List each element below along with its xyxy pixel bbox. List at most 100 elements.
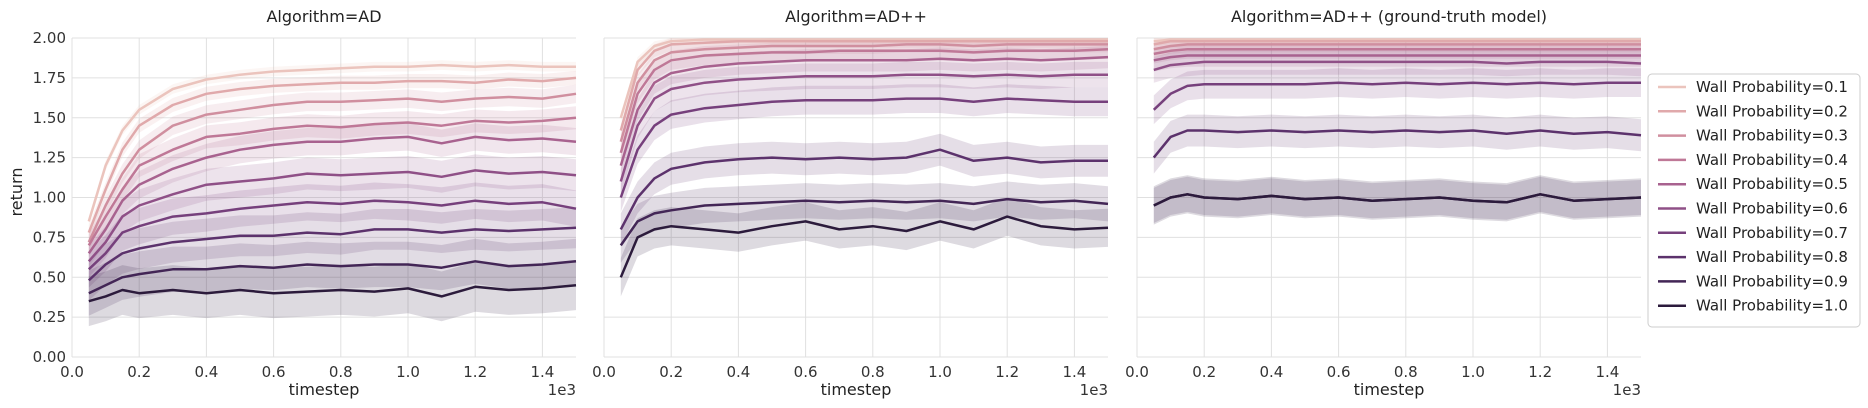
x-tick-label: 0.8 <box>329 363 353 381</box>
y-tick-label: 1.00 <box>33 189 66 207</box>
x-tick-label: 1.0 <box>396 363 420 381</box>
series-line <box>87 226 577 282</box>
confidence-band <box>620 84 1108 212</box>
series-line <box>1153 193 1642 207</box>
confidence-band <box>1153 49 1641 83</box>
series-line <box>619 39 1108 131</box>
series-line <box>88 283 577 303</box>
series-line <box>87 199 577 271</box>
x-tick-label: 1.2 <box>463 363 487 381</box>
y-tick-label: 2.00 <box>33 29 66 47</box>
series-line <box>87 63 576 222</box>
legend-entry: Wall Probability=0.4 <box>1696 151 1848 169</box>
confidence-band <box>1153 38 1641 58</box>
panel-3: 0.0 0.2 0.4 0.6 0.8 1.0 1.2 1.4 timestep 1e3 Algor… <box>1125 7 1642 399</box>
series-line <box>619 47 1109 154</box>
confidence-band <box>88 260 577 327</box>
series-line <box>619 148 1108 230</box>
y-tick-label: 0.50 <box>33 268 66 286</box>
series-line <box>619 215 1109 278</box>
panel-title: Algorithm=AD++ <box>785 7 927 26</box>
confidence-band <box>88 106 577 257</box>
panel-2: 0.0 0.2 0.4 0.6 0.8 1.0 1.2 1.4 timestep 1e3 Algor… <box>592 7 1109 399</box>
series-line <box>87 92 577 243</box>
legend-entry: Wall Probability=0.6 <box>1696 200 1848 218</box>
x-tick-label: 0.2 <box>659 363 683 381</box>
series-line <box>619 43 1108 143</box>
legend-entry: Wall Probability=0.2 <box>1696 102 1848 120</box>
confidence-band <box>88 182 577 288</box>
legend-entry: Wall Probability=0.1 <box>1696 78 1848 96</box>
x-tick-label: 1.2 <box>1528 363 1552 381</box>
x-tick-label: 1.0 <box>928 363 952 381</box>
series-line <box>1152 129 1642 159</box>
x-tick-label: 1.4 <box>530 363 554 381</box>
series-line <box>619 55 1109 166</box>
x-tick-label: 0.0 <box>1125 363 1149 381</box>
legend: Wall Probability=0.1 Wall Probability=0.2… <box>1647 73 1861 328</box>
confidence-band <box>620 38 1108 137</box>
x-tick-label: 0.6 <box>262 363 286 381</box>
y-tick-label: 1.75 <box>33 69 66 87</box>
confidence-band <box>620 38 1108 123</box>
x-tick-label: 0.4 <box>1259 363 1283 381</box>
confidence-band <box>620 38 1108 150</box>
legend-entry: Wall Probability=0.7 <box>1696 224 1848 242</box>
y-tick-label: 1.25 <box>33 149 66 167</box>
legend-entry: Wall Probability=0.3 <box>1696 127 1848 145</box>
series-line <box>619 197 1109 247</box>
x-tick-label: 1.4 <box>1595 363 1619 381</box>
confidence-band <box>1153 44 1641 72</box>
series-line <box>1153 54 1641 62</box>
x-scale-label: 1e3 <box>548 381 576 399</box>
legend-frame <box>1647 73 1861 328</box>
confidence-band <box>620 133 1108 246</box>
x-tick-label: 0.8 <box>861 363 885 381</box>
x-tick-label: 0.2 <box>127 363 151 381</box>
series-line <box>1153 47 1641 56</box>
x-tick-label: 1.2 <box>995 363 1019 381</box>
confidence-band <box>1153 114 1641 174</box>
confidence-band <box>620 197 1108 297</box>
x-tick-label: 0.6 <box>1327 363 1351 381</box>
confidence-band <box>88 238 577 316</box>
x-axis-label: timestep <box>289 380 360 399</box>
series-line <box>87 169 577 263</box>
x-tick-label: 0.0 <box>592 363 616 381</box>
x-tick-label: 0.6 <box>794 363 818 381</box>
x-scale-label: 1e3 <box>1080 381 1108 399</box>
y-tick-label: 1.50 <box>33 109 66 127</box>
series-line <box>1153 38 1641 43</box>
legend-entry: Wall Probability=0.8 <box>1696 248 1848 266</box>
x-tick-label: 0.4 <box>726 363 750 381</box>
x-axis-label: timestep <box>821 380 892 399</box>
series-line <box>1153 39 1641 46</box>
x-axis-label: timestep <box>1354 380 1425 399</box>
series-line <box>619 97 1108 198</box>
y-tick-label: 0.00 <box>33 348 66 366</box>
confidence-band <box>1153 68 1641 125</box>
series-line <box>1152 81 1641 111</box>
panel-title: Algorithm=AD++ (ground-truth model) <box>1231 7 1547 26</box>
series-line <box>87 116 577 247</box>
x-tick-label: 0.0 <box>60 363 84 381</box>
series-line <box>1153 43 1641 51</box>
panel-1: 0.0 0.2 0.4 0.6 0.8 1.0 1.2 1.4 0.00 0.25 0.50 0.75… <box>33 7 577 399</box>
x-tick-label: 1.4 <box>1062 363 1086 381</box>
x-tick-label: 1.0 <box>1461 363 1485 381</box>
legend-entry: Wall Probability=0.5 <box>1696 175 1848 193</box>
x-tick-label: 0.8 <box>1394 363 1418 381</box>
x-tick-label: 0.4 <box>194 363 218 381</box>
legend-entry: Wall Probability=0.9 <box>1696 272 1848 290</box>
confidence-band <box>88 123 577 267</box>
y-tick-label: 0.75 <box>33 228 66 246</box>
series-line <box>619 38 1108 119</box>
panel-title: Algorithm=AD <box>266 7 381 26</box>
series-line <box>1153 60 1642 72</box>
x-scale-label: 1e3 <box>1613 381 1641 399</box>
series-line <box>88 260 577 295</box>
x-tick-label: 0.2 <box>1192 363 1216 381</box>
series-line <box>619 73 1108 182</box>
confidence-band <box>88 84 577 252</box>
